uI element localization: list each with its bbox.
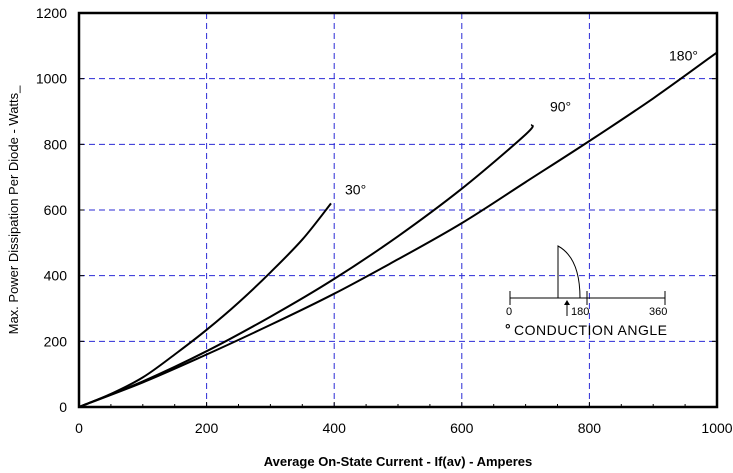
x-tick-label: 200 — [195, 420, 219, 436]
x-tick-label: 0 — [75, 420, 83, 436]
x-tick-label: 600 — [450, 420, 474, 436]
y-tick-label: 600 — [44, 202, 68, 218]
curves — [78, 51, 718, 408]
inset-arrow-icon — [564, 300, 570, 305]
inset-label-180: 180 — [571, 306, 589, 318]
tick-labels: 0 200 400 600 800 1000 0 200 400 600 800 1000 1200 — [36, 5, 733, 436]
y-tick-label: 800 — [44, 136, 68, 152]
inset-caption-degree: ° — [505, 321, 511, 337]
x-axis-title: Average On-State Current - If(av) - Ampe… — [264, 454, 533, 469]
inset-half-sine — [557, 245, 581, 299]
series-line-2 — [78, 124, 534, 408]
grid — [79, 13, 717, 407]
inset-caption: CONDUCTION ANGLE — [514, 322, 667, 338]
y-tick-label: 0 — [59, 399, 67, 415]
ticks — [78, 12, 718, 408]
y-tick-label: 200 — [44, 333, 68, 349]
inset-label-0: 0 — [506, 306, 512, 318]
inset-label-360: 360 — [649, 306, 667, 318]
y-tick-label: 1000 — [36, 71, 67, 87]
x-tick-label: 800 — [578, 420, 602, 436]
y-tick-label: 400 — [44, 268, 68, 284]
y-axis-title: Max. Power Dissipation Per Diode - Watts… — [6, 85, 21, 335]
series-label-2: 90° — [550, 99, 571, 115]
curve-labels: 30° 90° 180° — [345, 47, 698, 197]
series-line-3 — [78, 51, 718, 408]
y-tick-label: 1200 — [36, 5, 67, 21]
x-tick-label: 1000 — [701, 420, 732, 436]
x-tick-label: 400 — [323, 420, 347, 436]
series-line-1 — [78, 202, 332, 408]
conduction-angle-inset: 0 180 360 ° CONDUCTION ANGLE — [505, 245, 667, 338]
series-label-3: 180° — [669, 47, 698, 63]
series-label-1: 30° — [345, 181, 366, 197]
